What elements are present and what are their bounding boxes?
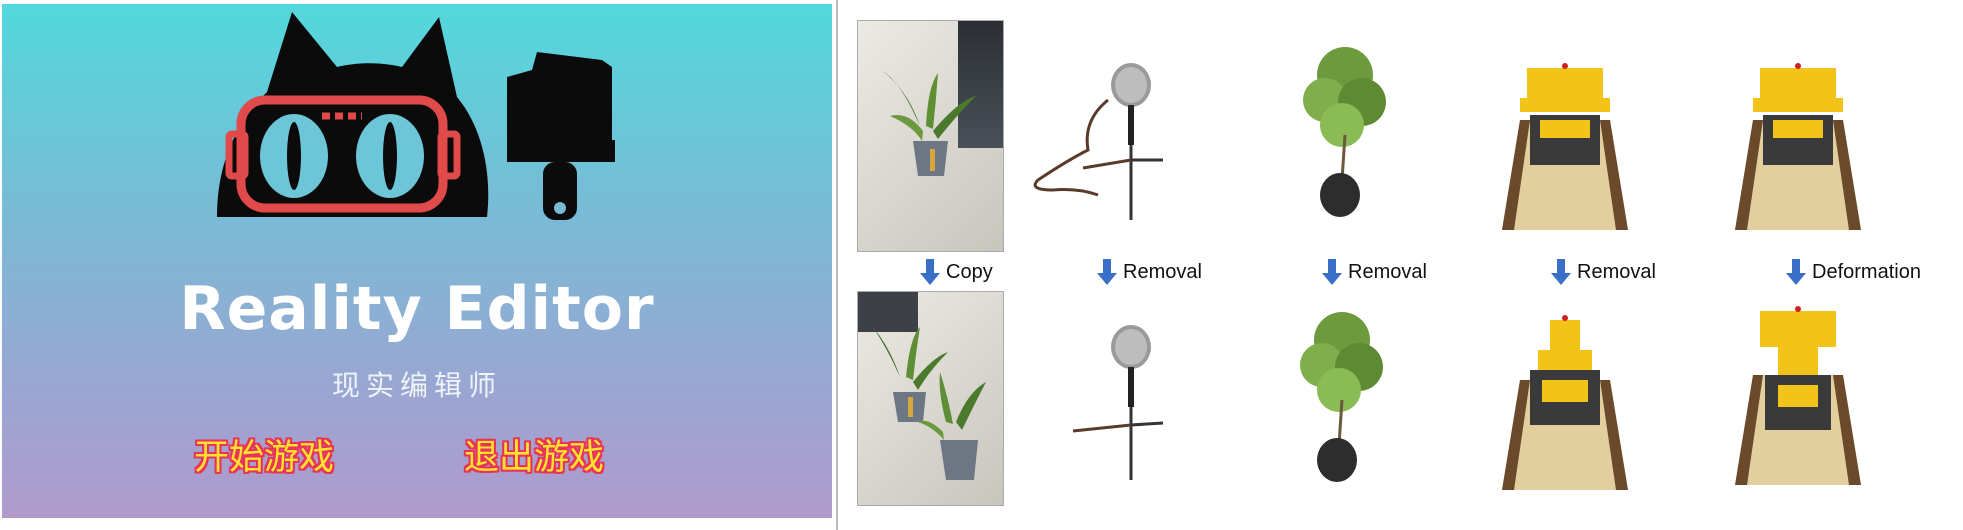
bulldozer-after — [1502, 315, 1628, 490]
potted-tree-before — [1303, 47, 1386, 217]
down-arrow-icon — [920, 259, 940, 285]
goggles-icon — [225, 95, 461, 213]
paint-brush-icon — [507, 52, 615, 220]
bulldozer-before-2 — [1735, 63, 1861, 230]
exit-game-button[interactable]: 退出游戏 — [464, 438, 605, 478]
app-title: Reality Editor — [179, 274, 655, 344]
snake-plant-photo-before — [857, 20, 1004, 252]
down-arrow-icon — [1786, 259, 1806, 285]
op-label-text: Removal — [1577, 260, 1656, 283]
op-copy: Copy — [920, 259, 993, 285]
op-removal-microphone: Removal — [1097, 259, 1202, 285]
down-arrow-icon — [1097, 259, 1117, 285]
reality-editor-logo — [217, 12, 615, 220]
op-label-text: Removal — [1348, 260, 1427, 283]
bulldozer-before — [1502, 63, 1628, 230]
snake-plant-photo-after — [857, 291, 1004, 506]
op-removal-bulldozer: Removal — [1551, 259, 1656, 285]
op-deformation: Deformation — [1786, 259, 1921, 285]
potted-tree-after — [1300, 312, 1383, 482]
op-label-text: Deformation — [1812, 260, 1921, 283]
game-start-screen: Reality Editor 现实编辑师 开始游戏 退出游戏 — [2, 4, 832, 518]
app-subtitle: 现实编辑师 — [331, 369, 502, 402]
op-removal-tree: Removal — [1322, 259, 1427, 285]
op-label-text: Removal — [1123, 260, 1202, 283]
op-label-text: Copy — [946, 260, 993, 283]
start-game-button[interactable]: 开始游戏 — [194, 438, 335, 478]
bulldozer-deformed — [1735, 306, 1861, 485]
down-arrow-icon — [1551, 259, 1571, 285]
down-arrow-icon — [1322, 259, 1342, 285]
microphone-after — [1072, 325, 1164, 480]
microphone-before — [1033, 63, 1163, 220]
panel-divider — [836, 0, 838, 530]
